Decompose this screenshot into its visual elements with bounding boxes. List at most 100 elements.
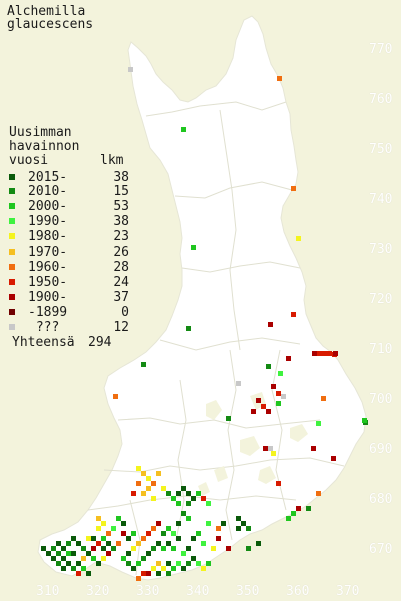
observation-square <box>181 566 186 571</box>
observation-square <box>236 526 241 531</box>
observation-square <box>196 491 201 496</box>
observation-square <box>201 496 206 501</box>
observation-square <box>126 561 131 566</box>
legend-item-label: 1980- <box>28 229 68 244</box>
observation-square <box>286 516 291 521</box>
observation-square <box>268 446 273 451</box>
observation-square <box>176 536 181 541</box>
legend-swatch <box>9 188 15 194</box>
observation-square <box>86 536 91 541</box>
observation-square <box>191 556 196 561</box>
observation-square <box>56 541 61 546</box>
observation-square <box>181 511 186 516</box>
observation-square <box>121 531 126 536</box>
observation-square <box>91 546 96 551</box>
legend-swatch <box>9 309 15 315</box>
y-tick-label: 690 <box>369 442 393 457</box>
observation-square <box>266 409 271 414</box>
observation-square <box>126 536 131 541</box>
legend-item-count: 37 <box>113 290 129 305</box>
observation-square <box>101 536 106 541</box>
legend-item-label: 1900- <box>28 290 68 305</box>
observation-square <box>156 521 161 526</box>
legend-item-count: 28 <box>113 260 129 275</box>
observation-square <box>296 236 301 241</box>
legend-item-count: 38 <box>113 214 129 229</box>
y-tick-label: 680 <box>369 492 393 507</box>
y-tick-label: 740 <box>369 192 393 207</box>
observation-square <box>131 546 136 551</box>
observation-square <box>331 456 336 461</box>
observation-square <box>81 556 86 561</box>
observation-square <box>141 491 146 496</box>
observation-square <box>76 561 81 566</box>
observation-square <box>311 446 316 451</box>
legend-total: Yhteensä 294 <box>12 336 111 349</box>
y-tick-label: 720 <box>369 292 393 307</box>
observation-square <box>106 531 111 536</box>
observation-square <box>81 566 86 571</box>
observation-square <box>116 516 121 521</box>
observation-square <box>181 551 186 556</box>
legend-item-label: 1950- <box>28 275 68 290</box>
observation-square <box>191 245 196 250</box>
observation-square <box>66 551 71 556</box>
x-tick-label: 330 <box>136 584 160 599</box>
observation-square <box>101 546 106 551</box>
legend-item-count: 24 <box>113 275 129 290</box>
observation-square <box>96 561 101 566</box>
legend-header-line1: Uusimman <box>9 125 72 140</box>
observation-square <box>278 371 283 376</box>
observation-square <box>291 312 296 317</box>
observation-square <box>176 491 181 496</box>
observation-square <box>316 491 321 496</box>
observation-square <box>76 571 81 576</box>
legend-item-label: 2015- <box>28 170 68 185</box>
observation-square <box>166 561 171 566</box>
observation-square <box>171 546 176 551</box>
observation-square <box>56 561 61 566</box>
legend-item-label: 1970- <box>28 245 68 260</box>
observation-square <box>268 322 273 327</box>
observation-square <box>201 541 206 546</box>
y-tick-label: 710 <box>369 342 393 357</box>
x-tick-label: 320 <box>86 584 110 599</box>
legend-swatch <box>9 218 15 224</box>
observation-square <box>141 471 146 476</box>
observation-square <box>126 551 131 556</box>
observation-square <box>161 486 166 491</box>
observation-square <box>206 521 211 526</box>
observation-square <box>251 409 256 414</box>
observation-square <box>46 551 51 556</box>
species-title-line1: Alchemilla <box>7 4 86 19</box>
observation-square <box>171 566 176 571</box>
observation-square <box>276 401 281 406</box>
observation-square <box>141 571 146 576</box>
observation-square <box>276 391 281 396</box>
observation-square <box>181 486 186 491</box>
observation-square <box>156 561 161 566</box>
observation-dots-layer <box>41 67 368 581</box>
observation-square <box>161 566 166 571</box>
observation-square <box>271 451 276 456</box>
observation-square <box>171 496 176 501</box>
observation-square <box>236 516 241 521</box>
observation-square <box>106 541 111 546</box>
observation-square <box>236 381 241 386</box>
observation-square <box>71 551 76 556</box>
observation-square <box>317 351 322 356</box>
observation-square <box>171 531 176 536</box>
observation-square <box>136 466 141 471</box>
legend-swatch <box>9 294 15 300</box>
legend-item-count: 0 <box>121 305 129 320</box>
observation-square <box>146 531 151 536</box>
observation-square <box>186 546 191 551</box>
observation-square <box>136 561 141 566</box>
observation-square <box>91 556 96 561</box>
observation-square <box>141 556 146 561</box>
legend-swatch <box>9 324 15 330</box>
observation-square <box>221 521 226 526</box>
legend-item-count: 38 <box>113 170 129 185</box>
observation-square <box>161 531 166 536</box>
